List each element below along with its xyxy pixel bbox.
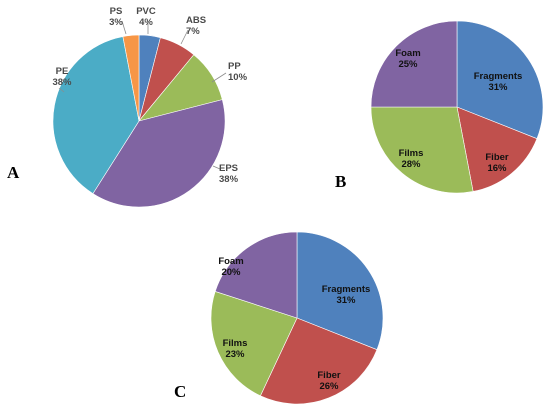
- panel-letter: A: [7, 163, 20, 182]
- pie-slice-fragments: [456, 20, 544, 140]
- data-label-ps: PS 3%: [109, 6, 123, 28]
- pie-slice-fiber: [456, 106, 538, 192]
- leader-line-eps: [212, 165, 221, 170]
- data-label-fiber: Fiber 26%: [317, 370, 341, 392]
- pie-slice-films: [370, 106, 474, 194]
- data-label-films: Films 23%: [223, 338, 248, 360]
- panel-letter: B: [335, 172, 346, 191]
- data-label-abs: ABS 7%: [186, 15, 206, 37]
- leader-line-abs: [180, 29, 189, 45]
- leader-line-ps: [121, 20, 127, 35]
- data-label-foam: Foam 20%: [218, 256, 243, 278]
- pie-chart-a: PVC 4% ABS 7% PP 10% EPS 38% PE 38% PS 3% A: [7, 6, 248, 208]
- pie-slice-foam: [370, 20, 458, 108]
- pie-slice-films: [210, 291, 298, 397]
- data-label-fiber: Fiber 16%: [485, 152, 509, 174]
- pie-slice-ps: [122, 34, 140, 122]
- data-label-fragments: Fragments 31%: [322, 284, 371, 306]
- panel-letter: C: [174, 382, 186, 401]
- data-label-pe: PE 38%: [52, 66, 72, 88]
- pie-slice-eps: [92, 99, 226, 208]
- pie-slice-fiber: [259, 317, 378, 405]
- pie-chart-c: Fragments 31% Fiber 26% Films 23% Foam 20% C: [174, 231, 384, 405]
- leader-line-pe: [58, 87, 65, 93]
- data-label-films: Films 28%: [399, 148, 424, 170]
- data-label-pp: PP 10%: [228, 61, 248, 83]
- pie-slice-foam: [214, 231, 298, 319]
- pie-chart-b: Fragments 31% Fiber 16% Films 28% Foam 25% B: [335, 20, 544, 194]
- data-label-pvc: PVC 4%: [136, 6, 156, 28]
- pie-slice-pe: [52, 36, 140, 195]
- pie-slice-fragments: [296, 231, 384, 351]
- data-label-foam: Foam 25%: [395, 48, 420, 70]
- leader-line-pp: [211, 72, 227, 83]
- data-label-eps: EPS 38%: [219, 163, 239, 185]
- data-label-fragments: Fragments 31%: [474, 71, 523, 93]
